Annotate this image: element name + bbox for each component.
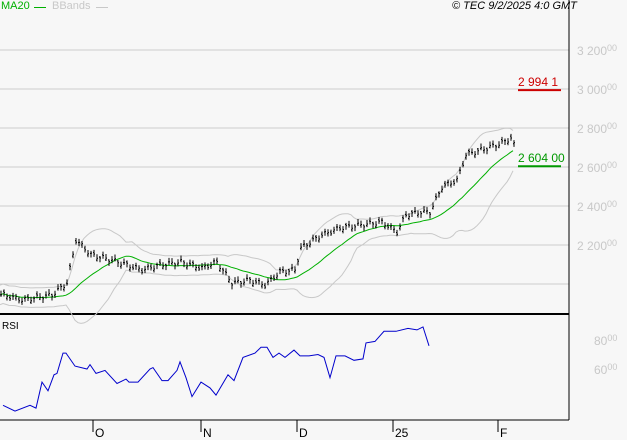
ma20-line (0, 150, 514, 299)
rsi-line (2, 326, 430, 412)
bband-lower (0, 170, 514, 324)
y-tick-label: 3 20000 (577, 43, 617, 58)
legend-bbands: BBands (52, 0, 91, 12)
rsi-y-tick-label: 8000 (594, 333, 617, 348)
legend-bbands-swatch (96, 7, 108, 8)
x-tick-label: N (203, 426, 212, 440)
legend-ma20-swatch (34, 7, 46, 8)
y-tick-label: 2 40000 (577, 199, 617, 214)
x-tick-label: F (500, 426, 507, 440)
x-tick-label: O (95, 426, 104, 440)
y-tick-label: 2 20000 (577, 238, 617, 253)
y-tick-label: 3 00000 (577, 82, 617, 97)
bband-upper (0, 127, 514, 289)
rsi-y-tick-label: 6000 (594, 362, 617, 377)
resistance-label: 2 994 1 (518, 75, 558, 89)
x-tick-label: 25 (395, 426, 409, 440)
y-tick-label: 2 60000 (577, 160, 617, 175)
legend-ma20: MA20 (1, 0, 30, 12)
x-tick-label: D (299, 426, 308, 440)
support-label: 2 604 00 (518, 151, 565, 165)
copyright: © TEC 9/2/2025 4:0 GMT (452, 0, 577, 12)
y-tick-label: 2 80000 (577, 121, 617, 136)
rsi-title: RSI (2, 321, 19, 332)
